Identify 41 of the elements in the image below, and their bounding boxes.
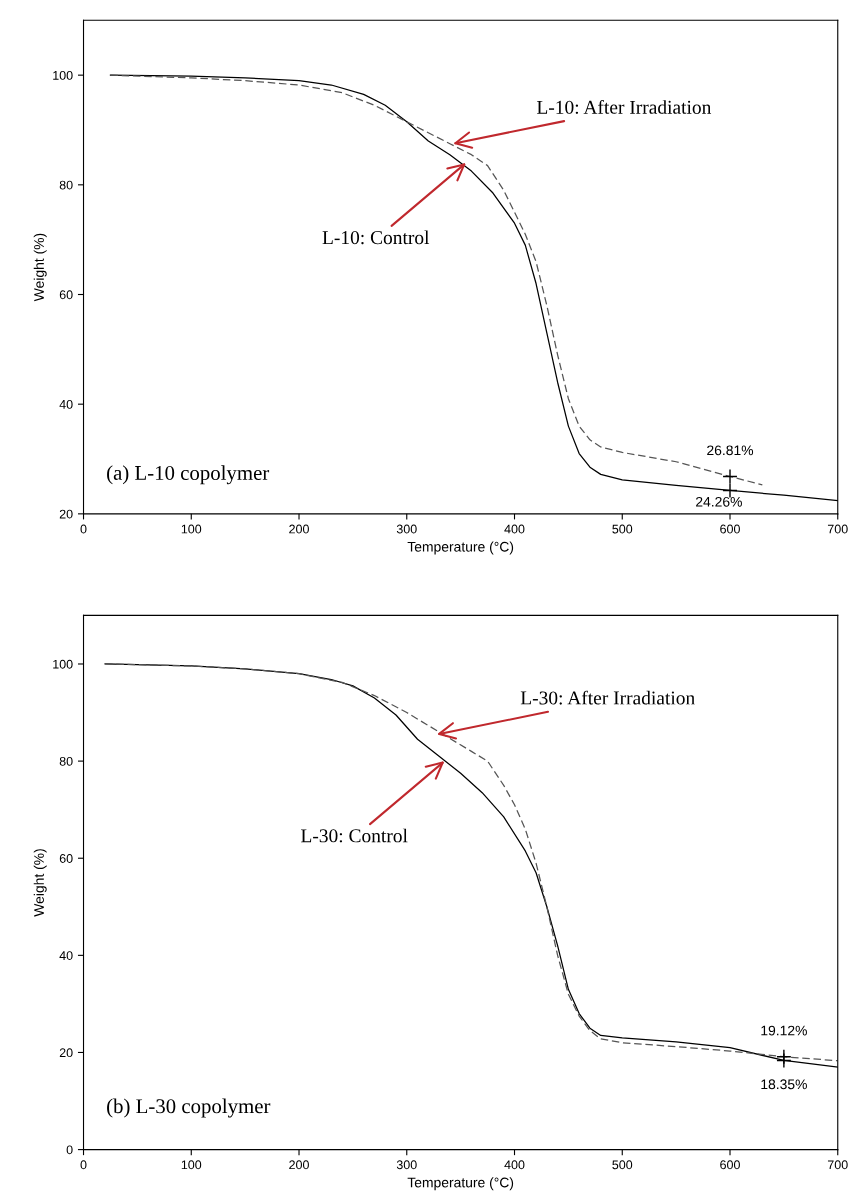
x-tick-label: 400 [504,1160,525,1170]
x-tick-label: 500 [612,524,633,534]
y-tick-label: 0 [66,1145,73,1155]
text: (a) L-10 copolymer [107,465,270,485]
y-tick-label: 60 [59,854,73,863]
x-tick-label: 200 [289,524,309,534]
x-tick-label: 600 [720,1160,740,1170]
y-tick-label: 100 [53,70,73,80]
annotation: L-10: Control [322,230,430,245]
text: (b) L-30 copolymer [107,1098,271,1118]
annotation: 19.12% [761,1025,807,1036]
annotation: 18.35% [761,1079,807,1090]
x-tick-label: 0 [80,1160,87,1170]
annotation: L-30: After Irradiation [520,690,695,705]
y-axis-title: Weight (%) [33,233,47,302]
x-tick-label: 400 [504,524,525,534]
y-tick-label: 40 [59,399,73,409]
annotation: 26.81% [707,445,754,456]
y-tick-label: 100 [53,659,73,669]
x-axis-title: Temperature (°C) [407,1177,514,1191]
x-axis-title: Temperature (°C) [407,541,514,555]
x-tick-label: 0 [80,524,87,534]
y-tick-label: 20 [59,509,73,519]
x-tick-label: 600 [720,524,740,534]
x-tick-label: 100 [181,524,202,534]
x-tick-label: 200 [289,1160,309,1170]
annotation: 24.26% [696,496,742,507]
x-tick-label: 100 [181,1160,202,1170]
y-tick-label: 60 [59,290,73,300]
x-tick-label: 700 [827,1160,848,1170]
annotation: L-30: Control [301,828,408,843]
y-tick-label: 40 [59,951,73,960]
y-tick-label: 20 [59,1048,73,1058]
x-tick-label: 500 [612,1160,633,1170]
x-tick-label: 300 [396,1160,417,1170]
y-axis-title: Weight (%) [33,849,47,917]
x-tick-label: 300 [396,524,417,534]
x-tick-label: 700 [827,524,848,534]
annotation: L-10: After Irradiation [536,99,712,114]
y-tick-label: 80 [59,756,73,766]
y-tick-label: 80 [59,180,73,190]
